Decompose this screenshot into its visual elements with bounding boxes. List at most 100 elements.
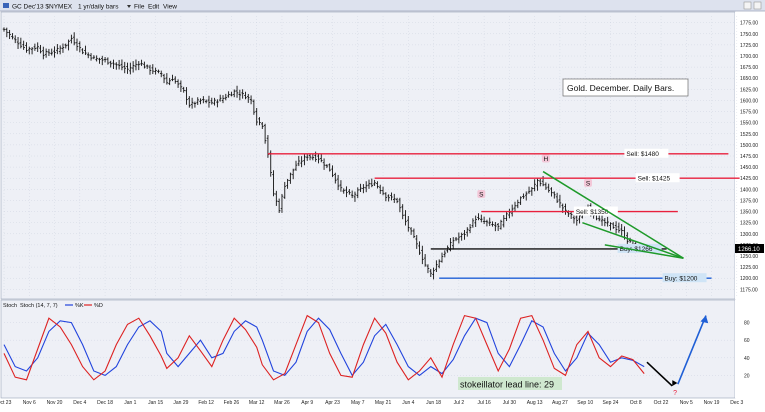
symbol-title[interactable]: GC Dec'13 $NYMEX bbox=[12, 4, 73, 11]
price-tick-label: 1750.00 bbox=[740, 32, 758, 38]
wedge-line-upper bbox=[542, 170, 684, 259]
price-tick-label: 1725.00 bbox=[740, 43, 758, 49]
stoch-panel-title: Stoch bbox=[3, 303, 17, 309]
period-selector[interactable]: 1 yr/daily bars bbox=[78, 4, 119, 11]
toolbar: GC Dec'13 $NYMEX 1 yr/daily bars File Ed… bbox=[0, 0, 765, 12]
chart-title: Gold. December. Daily Bars. bbox=[567, 83, 674, 93]
price-tick-label: 1575.00 bbox=[740, 110, 758, 116]
x-tick-label: Nov 20 bbox=[47, 400, 63, 406]
stoch-tick-label: 40 bbox=[744, 356, 750, 362]
stoch-legend-k: %K bbox=[75, 303, 84, 309]
price-tick-label: 1350.00 bbox=[740, 210, 758, 216]
pattern-label-bg-0 bbox=[477, 190, 486, 198]
chevron-down-icon[interactable] bbox=[127, 5, 131, 8]
current-price-badge bbox=[735, 244, 764, 253]
x-tick-label: Sep 10 bbox=[577, 400, 593, 406]
pattern-label-0: S bbox=[479, 192, 484, 199]
price-tick-label: 1500.00 bbox=[740, 143, 758, 149]
stoch-axis bbox=[735, 300, 764, 398]
x-tick-label: May 21 bbox=[375, 400, 392, 406]
x-tick-label: Sep 24 bbox=[603, 400, 619, 406]
app-icon bbox=[3, 3, 9, 8]
price-bars bbox=[2, 27, 640, 280]
x-tick-label: Dec 4 bbox=[73, 400, 86, 406]
x-tick-label: Apr 23 bbox=[325, 400, 340, 406]
x-tick-label: Jul 16 bbox=[477, 400, 491, 406]
x-tick-label: Oct 22 bbox=[654, 400, 669, 406]
down-arrow-head bbox=[672, 380, 678, 386]
price-tick-label: 1325.00 bbox=[740, 221, 758, 227]
stoch-tick-label: 60 bbox=[744, 338, 750, 344]
pattern-label-2: S bbox=[586, 180, 591, 187]
pattern-labels: S H S bbox=[477, 154, 592, 199]
x-tick-label: Oct 8 bbox=[630, 400, 642, 406]
stoch-legend-params: Stoch (14, 7, 7) bbox=[20, 303, 58, 309]
menu-edit[interactable]: Edit bbox=[148, 4, 159, 11]
x-tick-label: Jan 29 bbox=[173, 400, 188, 406]
x-tick-label: Oct 23 bbox=[0, 400, 12, 406]
x-tick-label: Dec 3 bbox=[730, 400, 743, 406]
menu-view[interactable]: View bbox=[163, 4, 177, 11]
level-label-1: Sell: $1425 bbox=[638, 175, 671, 182]
x-tick-label: Feb 26 bbox=[224, 400, 240, 406]
price-tick-label: 1600.00 bbox=[740, 98, 758, 104]
x-tick-label: Mar 26 bbox=[274, 400, 290, 406]
price-tick-label: 1450.00 bbox=[740, 165, 758, 171]
price-tick-label: 1475.00 bbox=[740, 154, 758, 160]
x-tick-label: Dec 18 bbox=[97, 400, 113, 406]
x-tick-label: Jul 30 bbox=[503, 400, 517, 406]
pattern-label-1: H bbox=[544, 156, 549, 163]
wedge-line-lower bbox=[582, 221, 684, 259]
price-tick-label: 1550.00 bbox=[740, 121, 758, 127]
current-price-label: 1266.10 bbox=[738, 247, 760, 253]
pattern-label-bg-2 bbox=[584, 178, 592, 187]
pattern-label-bg-1 bbox=[541, 154, 550, 163]
x-tick-label: Mar 12 bbox=[249, 400, 265, 406]
price-tick-label: 1375.00 bbox=[740, 198, 758, 204]
price-tick-label: 1625.00 bbox=[740, 87, 758, 93]
price-tick-label: 1650.00 bbox=[740, 76, 758, 82]
x-tick-label: Aug 27 bbox=[552, 400, 568, 406]
x-tick-label: Nov 6 bbox=[23, 400, 36, 406]
menu-file[interactable]: File bbox=[134, 4, 145, 11]
price-tick-label: 1400.00 bbox=[740, 187, 758, 193]
stoch-tick-label: 80 bbox=[744, 321, 750, 327]
price-tick-label: 1425.00 bbox=[740, 176, 758, 182]
stoch-line-pct-D bbox=[3, 314, 645, 381]
price-tick-label: 1225.00 bbox=[740, 265, 758, 271]
price-tick-label: 1525.00 bbox=[740, 132, 758, 138]
x-tick-label: Jan 1 bbox=[124, 400, 136, 406]
close-button[interactable] bbox=[753, 1, 762, 10]
minimize-button[interactable] bbox=[743, 1, 752, 10]
level-label-0: Sell: $1480 bbox=[626, 151, 659, 158]
x-tick-label: May 7 bbox=[351, 400, 365, 406]
x-tick-label: Jan 15 bbox=[148, 400, 163, 406]
level-label-4: Buy: $1200 bbox=[665, 275, 698, 282]
stoch-annotation-box bbox=[458, 377, 562, 390]
stoch-arrows: ? bbox=[646, 315, 709, 397]
x-axis-ticks: Oct 23 Nov 6 Nov 20 Dec 4 Dec 18 Jan 1 Jan 15 J… bbox=[0, 400, 744, 406]
x-tick-label: Nov 19 bbox=[704, 400, 720, 406]
price-axis-ticks: 1175.001200.001225.001250.001275.001300.… bbox=[740, 21, 758, 294]
price-tick-label: 1775.00 bbox=[740, 21, 758, 27]
down-arrow-line bbox=[646, 361, 673, 387]
price-tick-label: 1700.00 bbox=[740, 54, 758, 60]
stoch-axis-ticks: 20 40 60 80 bbox=[744, 321, 750, 380]
price-tick-label: 1675.00 bbox=[740, 65, 758, 71]
level-label-bg-1 bbox=[635, 173, 680, 183]
chart-title-box bbox=[562, 78, 689, 97]
price-tick-label: 1250.00 bbox=[740, 254, 758, 260]
toolbar-bg bbox=[0, 0, 765, 11]
level-label-bg-0 bbox=[624, 148, 669, 158]
up-arrow-head bbox=[700, 315, 709, 324]
x-tick-label: Jun 4 bbox=[402, 400, 414, 406]
level-label-bg-3 bbox=[617, 243, 662, 253]
price-tick-label: 1175.00 bbox=[740, 287, 758, 293]
level-label-bg-4 bbox=[662, 273, 707, 283]
price-tick-label: 1300.00 bbox=[740, 232, 758, 238]
x-tick-label: Apr 9 bbox=[301, 400, 313, 406]
x-tick-label: Feb 12 bbox=[198, 400, 214, 406]
level-label-bg-2 bbox=[573, 206, 618, 216]
